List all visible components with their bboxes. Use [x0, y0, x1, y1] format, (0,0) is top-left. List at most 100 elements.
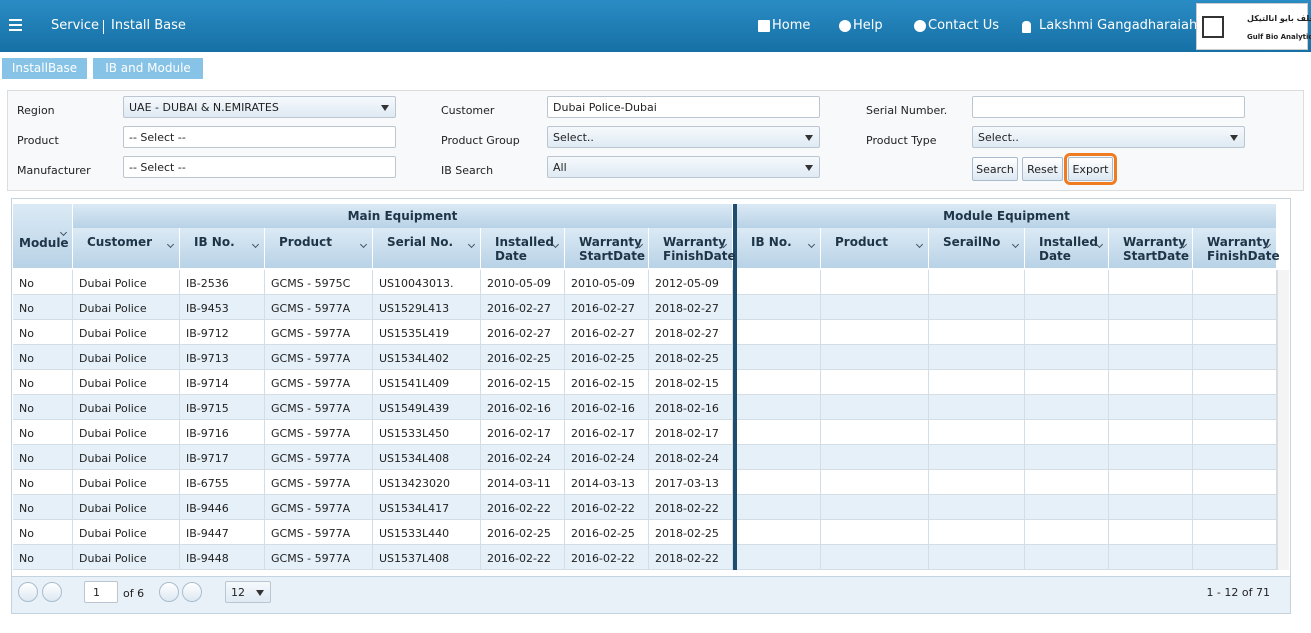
- pager-button[interactable]: [18, 582, 38, 602]
- column-header[interactable]: Customer: [73, 228, 180, 268]
- user-name[interactable]: Lakshmi Gangadharaiah: [1039, 18, 1198, 33]
- page-number: 1: [93, 586, 100, 599]
- cell: 2016-02-16: [481, 395, 565, 420]
- pager-button[interactable]: [182, 582, 202, 602]
- cell: No: [13, 270, 73, 295]
- column-header[interactable]: IB No.: [180, 228, 265, 268]
- cell: GCMS - 5977A: [265, 470, 373, 495]
- cell: [1109, 395, 1193, 420]
- filter-value: Select..: [978, 131, 1019, 144]
- filter-input[interactable]: -- Select --: [123, 126, 396, 148]
- cell: [821, 370, 929, 395]
- cell: [737, 270, 821, 295]
- page-size[interactable]: 12: [225, 581, 271, 603]
- cell: 2018-02-22: [649, 495, 733, 520]
- cell: [1025, 270, 1109, 295]
- cell: [1193, 495, 1277, 520]
- cell: IB-9447: [180, 520, 265, 545]
- cell: 2016-02-15: [565, 370, 649, 395]
- column-header[interactable]: Warranty FinishDate: [1193, 228, 1280, 268]
- column-header[interactable]: Installed Date: [1025, 228, 1109, 268]
- button[interactable]: Search: [972, 157, 1018, 181]
- cell: [737, 370, 821, 395]
- cell: GCMS - 5977A: [265, 420, 373, 445]
- cell: [1109, 420, 1193, 445]
- cell: GCMS - 5977A: [265, 520, 373, 545]
- cell: 2016-02-16: [565, 395, 649, 420]
- cell: [1025, 545, 1109, 570]
- logo-mark: [1202, 16, 1224, 38]
- module-title: Service: [51, 18, 100, 33]
- cell: 2016-02-27: [565, 320, 649, 345]
- filter-value: Dubai Police-Dubai: [553, 101, 657, 114]
- sort-chevron: [635, 240, 644, 249]
- pager-button[interactable]: [42, 582, 62, 602]
- cell: [821, 520, 929, 545]
- sort-chevron: [807, 240, 816, 249]
- cell: [821, 395, 929, 420]
- column-header[interactable]: Installed Date: [481, 228, 565, 268]
- sort-chevron: [359, 240, 368, 249]
- filter-input[interactable]: [972, 96, 1245, 118]
- cell: 2010-05-09: [565, 270, 649, 295]
- column-header[interactable]: Serial No.: [373, 228, 481, 268]
- cell: [821, 320, 929, 345]
- tab[interactable]: IB and Module: [93, 58, 203, 79]
- column-header[interactable]: Module: [13, 204, 73, 268]
- cell: [1025, 370, 1109, 395]
- filter-select[interactable]: UAE - DUBAI & N.EMIRATES: [123, 96, 396, 118]
- cell: [737, 445, 821, 470]
- cell: No: [13, 345, 73, 370]
- cell: [1193, 545, 1277, 570]
- filter-input[interactable]: Dubai Police-Dubai: [547, 96, 820, 118]
- logo-box: جلف بايو انالتيكل Gulf Bio Analytical: [1196, 3, 1311, 50]
- column-header[interactable]: Warranty StartDate: [1109, 228, 1193, 268]
- filter-select[interactable]: All: [547, 156, 820, 178]
- cell: [929, 270, 1025, 295]
- cell: Dubai Police: [73, 470, 180, 495]
- filter-input[interactable]: -- Select --: [123, 156, 396, 178]
- cell: No: [13, 295, 73, 320]
- column-header[interactable]: Warranty FinishDate: [649, 228, 736, 268]
- button[interactable]: Export: [1064, 153, 1117, 185]
- cell: Dubai Police: [73, 495, 180, 520]
- cell: [1109, 495, 1193, 520]
- cell: GCMS - 5977A: [265, 495, 373, 520]
- menu-icon[interactable]: [9, 19, 22, 31]
- nav-link[interactable]: Contact Us: [928, 18, 999, 33]
- filter-select[interactable]: Select..: [547, 126, 820, 148]
- page-size-value: 12: [231, 586, 245, 599]
- cell: [929, 395, 1025, 420]
- cell: [1025, 345, 1109, 370]
- page-input[interactable]: 1: [84, 581, 118, 603]
- column-header[interactable]: Warranty StartDate: [565, 228, 649, 268]
- dropdown-arrow: [381, 105, 389, 111]
- sort-chevron: [1179, 240, 1188, 249]
- cell: Dubai Police: [73, 395, 180, 420]
- nav-link[interactable]: Home: [772, 18, 811, 33]
- cell: IB-9715: [180, 395, 265, 420]
- cell: [929, 545, 1025, 570]
- button[interactable]: Reset: [1022, 157, 1063, 181]
- logo-text: Gulf Bio Analytical: [1247, 33, 1311, 41]
- cell: [1025, 495, 1109, 520]
- filter-select[interactable]: Select..: [972, 126, 1245, 148]
- cell: [821, 345, 929, 370]
- cell: [1193, 470, 1277, 495]
- column-header[interactable]: Product: [821, 228, 929, 268]
- tab[interactable]: InstallBase: [2, 58, 87, 79]
- pager-button[interactable]: [159, 582, 179, 602]
- cell: Dubai Police: [73, 320, 180, 345]
- sort-chevron: [1095, 240, 1104, 249]
- cell: IB-9717: [180, 445, 265, 470]
- cell: [1025, 320, 1109, 345]
- cell: No: [13, 395, 73, 420]
- column-header[interactable]: IB No.: [737, 228, 821, 268]
- cell: No: [13, 520, 73, 545]
- cell: US1535L419: [373, 320, 481, 345]
- nav-link[interactable]: Help: [853, 18, 883, 33]
- column-header[interactable]: SerailNo: [929, 228, 1025, 268]
- column-header[interactable]: Product: [265, 228, 373, 268]
- nav-icon: [839, 20, 851, 32]
- cell: 2018-02-25: [649, 345, 733, 370]
